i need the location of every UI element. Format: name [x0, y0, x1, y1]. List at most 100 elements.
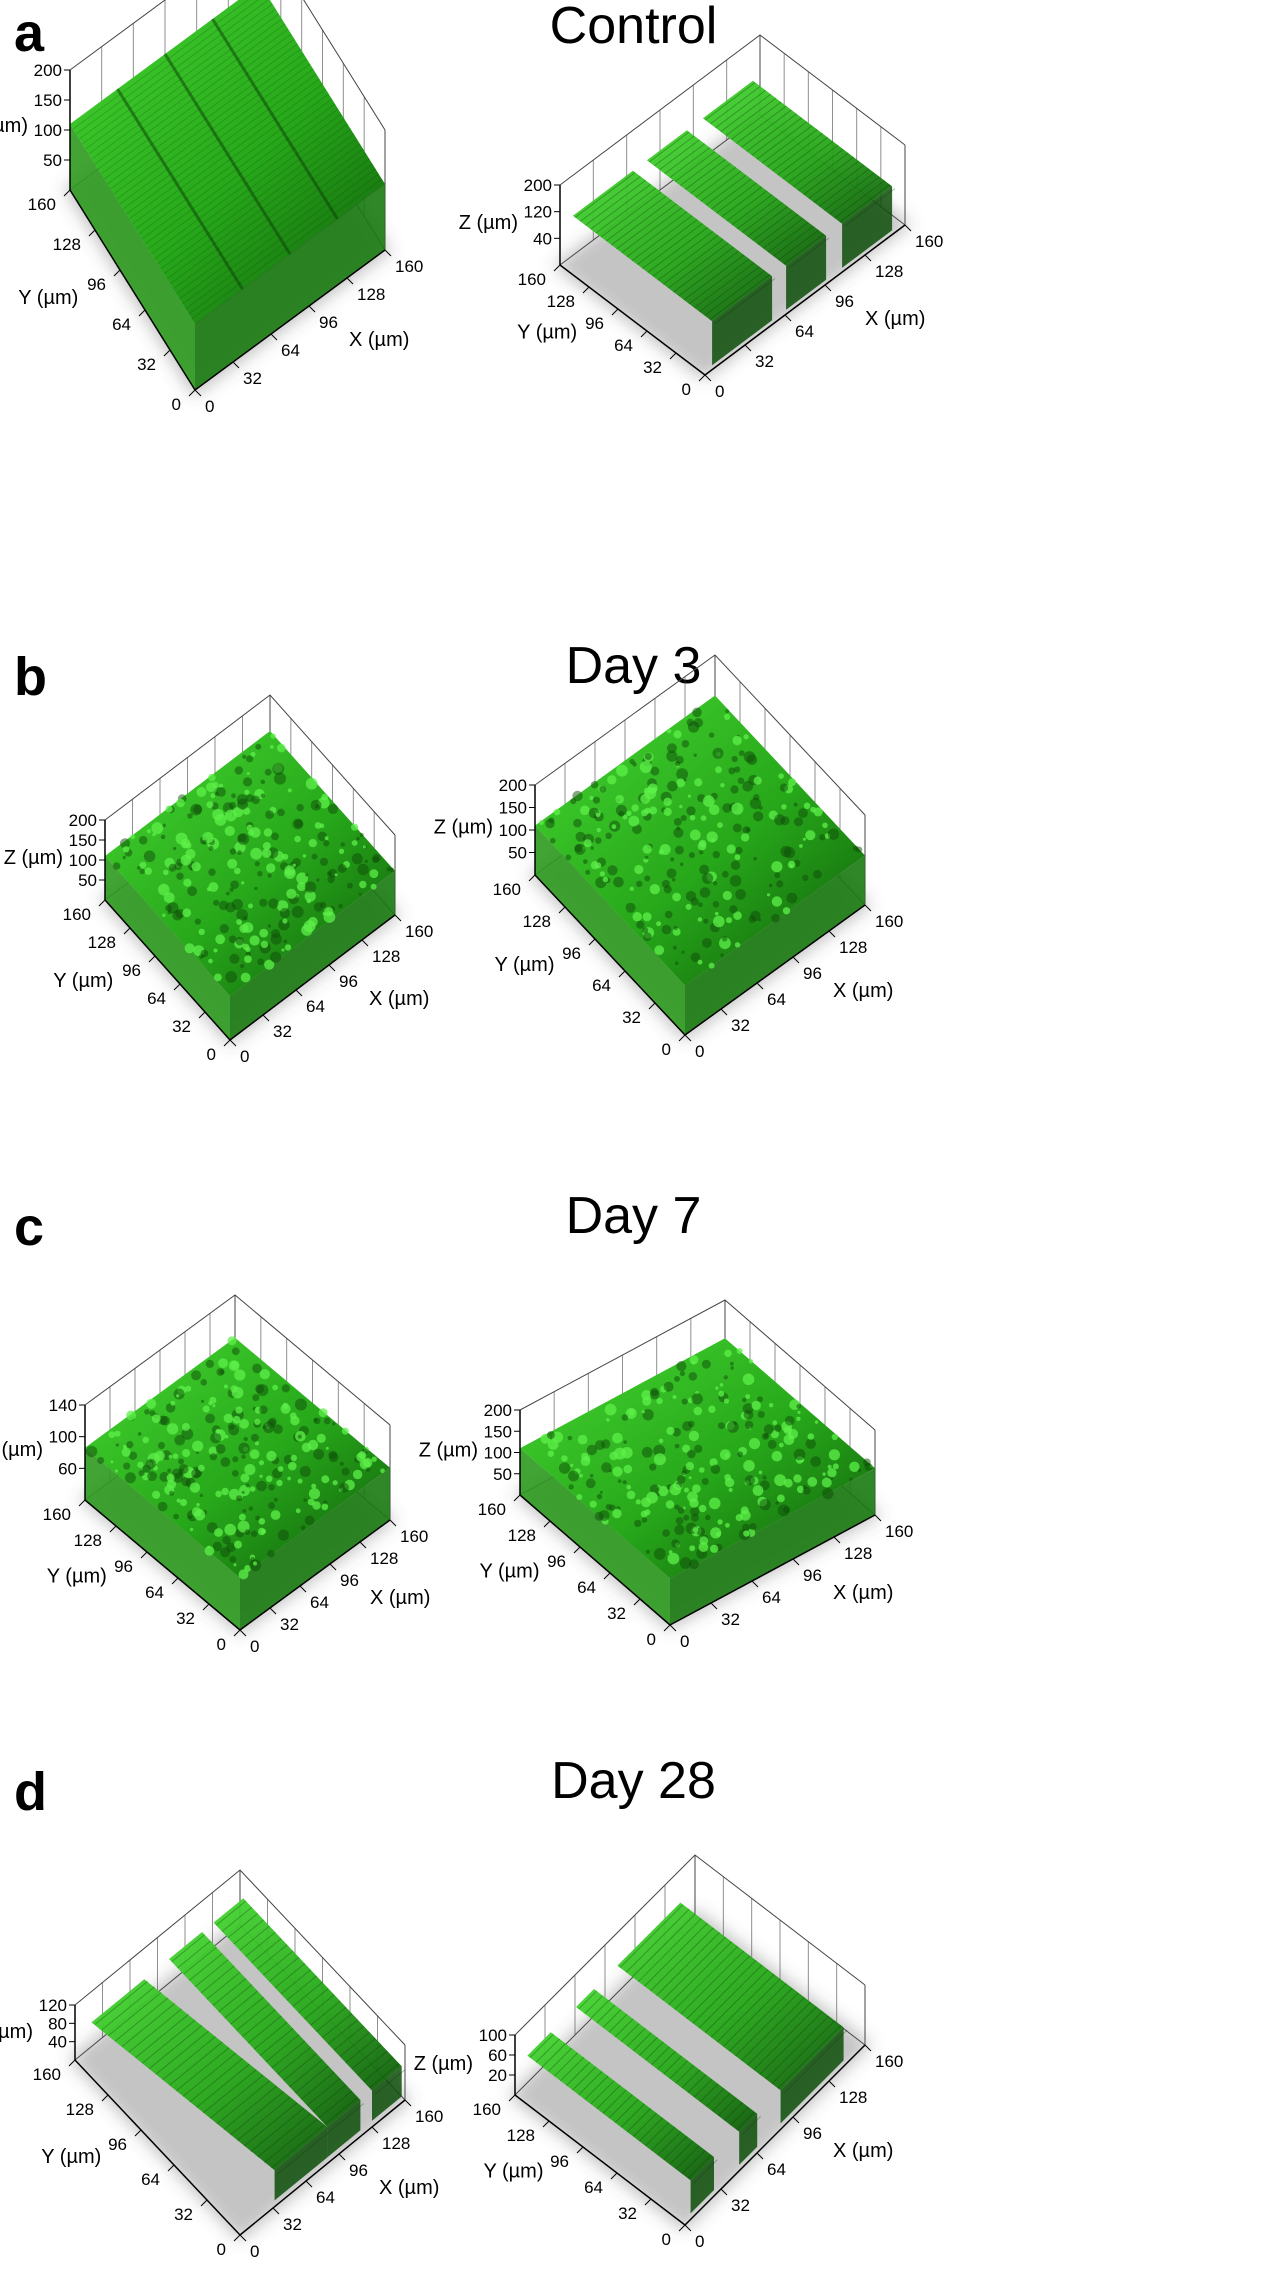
speckle	[210, 1432, 222, 1444]
speckle	[663, 1381, 674, 1392]
y-tick	[588, 938, 596, 946]
speckle	[240, 963, 245, 969]
striation	[626, 211, 688, 258]
speckle	[758, 1470, 763, 1475]
x-axis-label: X (µm)	[379, 2177, 439, 2199]
y-tick-label: 160	[478, 1500, 506, 1519]
x-tick	[229, 1039, 237, 1047]
speckle	[162, 913, 166, 917]
speckle	[144, 867, 152, 875]
speckle	[781, 804, 787, 810]
muscle-fiber	[646, 130, 827, 266]
speckle	[212, 1404, 216, 1408]
striation	[747, 2001, 811, 2066]
striation	[107, 43, 298, 185]
tissue-front-face	[230, 871, 395, 1040]
striation	[223, 2085, 277, 2130]
y-tick	[101, 2094, 109, 2102]
speckle	[281, 1384, 290, 1393]
striation	[327, 2019, 359, 2045]
striation	[596, 2084, 621, 2110]
speckle	[570, 798, 577, 805]
striation	[657, 2051, 676, 2070]
x-tick	[308, 305, 316, 313]
speckle	[332, 1422, 336, 1426]
speckle	[708, 962, 715, 969]
y-tick-label: 128	[74, 1531, 102, 1550]
speckle	[259, 1474, 263, 1478]
speckle	[589, 1473, 594, 1478]
speckle	[676, 768, 688, 780]
y-axis-line	[104, 899, 231, 1041]
speckle	[130, 834, 136, 840]
striation	[357, 2050, 388, 2076]
speckle	[671, 878, 676, 882]
striation	[132, 83, 323, 225]
striation	[685, 159, 726, 190]
y-tick-label: 32	[622, 1008, 641, 1027]
speckle	[783, 1478, 793, 1488]
striation	[690, 162, 731, 194]
striation	[135, 2014, 189, 2059]
volume-render-left: 0 32 64 96 128 160 160 128 96 64 32 0 200 150 100 50 Z (…	[0, 0, 423, 416]
striation	[113, 53, 305, 195]
speckle	[802, 874, 809, 881]
speckle	[740, 1506, 749, 1515]
striation	[147, 108, 339, 250]
striation	[730, 101, 782, 140]
speckle	[607, 865, 618, 876]
striation	[179, 158, 370, 300]
striation	[699, 266, 760, 313]
speckle	[692, 707, 702, 718]
y-axis-label: Y (µm)	[53, 970, 113, 992]
y-tick-label: 160	[473, 2100, 501, 2119]
striation	[535, 2038, 560, 2063]
striation	[698, 1964, 763, 2029]
tissue-front-face	[240, 1467, 390, 1630]
speckle	[710, 1527, 722, 1539]
y-tick	[582, 286, 590, 294]
striation	[250, 2108, 304, 2152]
striation	[716, 182, 757, 214]
striation	[844, 188, 896, 227]
striation	[316, 2006, 347, 2032]
speckle	[821, 1477, 832, 1488]
speckle	[700, 815, 707, 821]
speckle	[583, 839, 592, 848]
striation	[687, 2074, 707, 2093]
panel-a: a Control 0 32 64 96 128 160 160 128 96 64 32 0 200 1…	[0, 0, 1267, 560]
striation	[709, 274, 771, 320]
speckle	[227, 1336, 237, 1346]
speckle	[641, 1517, 648, 1523]
speckle	[772, 1420, 778, 1425]
speckle	[163, 892, 175, 903]
striation	[270, 2124, 325, 2169]
speckle	[294, 1398, 307, 1411]
striation	[675, 2064, 695, 2084]
z-tick-label: 40	[533, 229, 552, 248]
z-tick-label: 200	[484, 1401, 512, 1420]
speckle	[666, 868, 677, 879]
speckle	[163, 869, 169, 876]
striation	[721, 186, 762, 218]
y-axis-label: Y (µm)	[47, 1566, 107, 1588]
striation	[614, 2098, 639, 2123]
speckle	[229, 801, 236, 809]
striation	[839, 184, 891, 223]
speckle	[730, 1361, 734, 1366]
speckle	[590, 781, 599, 789]
striation	[725, 97, 777, 137]
speckle	[699, 864, 709, 875]
speckle	[699, 1467, 705, 1473]
y-tick	[644, 2198, 652, 2206]
speckle	[277, 1529, 289, 1541]
x-tick	[784, 314, 792, 322]
striation	[85, 8, 276, 150]
striation	[647, 227, 708, 273]
striation	[662, 238, 724, 285]
x-tick-label: 0	[695, 2232, 704, 2251]
striation	[300, 2071, 335, 2100]
speckle	[644, 787, 657, 800]
speckle	[172, 1453, 179, 1459]
